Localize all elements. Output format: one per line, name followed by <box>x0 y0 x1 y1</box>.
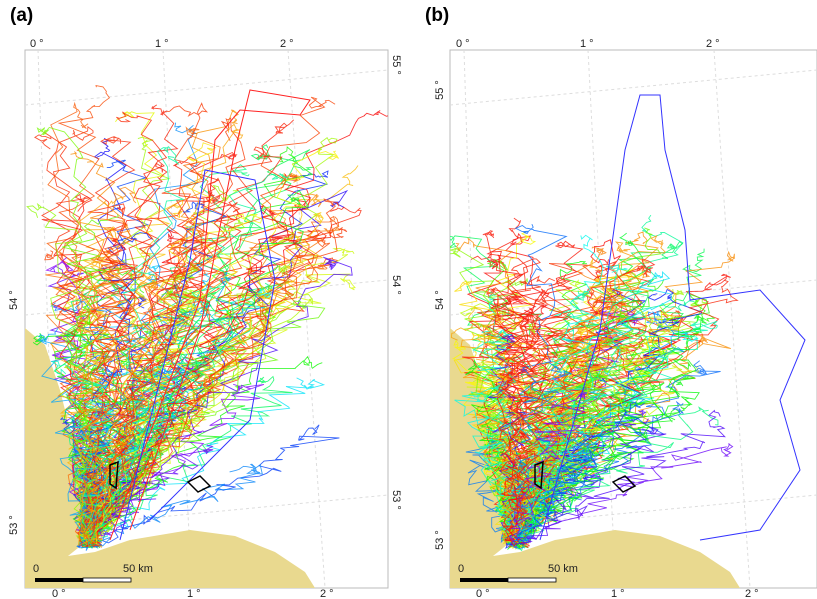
track <box>62 214 119 541</box>
scale-bar <box>82 577 132 583</box>
longitude-label: 0 ° <box>30 38 44 50</box>
track <box>90 247 355 543</box>
track <box>513 260 626 547</box>
track <box>450 235 522 543</box>
latitude-label: 54 ° <box>434 290 446 310</box>
track <box>82 137 338 543</box>
scale-bar <box>460 578 508 582</box>
latitude-label: 53 ° <box>390 490 402 510</box>
wind-farm <box>611 475 637 493</box>
scale-label: 50 km <box>548 563 578 575</box>
track <box>77 203 126 547</box>
track <box>80 186 137 545</box>
track <box>86 205 299 548</box>
scale-label: 0 <box>33 563 39 575</box>
track <box>512 330 699 549</box>
track <box>88 198 340 547</box>
track <box>93 96 336 544</box>
scale-label: 50 km <box>123 563 153 575</box>
longitude-label: 1 ° <box>580 38 594 50</box>
graticule <box>25 69 388 106</box>
track <box>496 258 541 540</box>
track <box>519 310 685 544</box>
longitude-label: 0 ° <box>52 588 66 599</box>
track <box>46 101 94 543</box>
longitude-label: 0 ° <box>456 38 470 50</box>
track <box>87 316 235 546</box>
track <box>88 189 310 548</box>
track <box>94 235 331 540</box>
latitude-label: 54 ° <box>8 290 20 310</box>
track <box>509 390 587 549</box>
longitude-label: 2 ° <box>706 38 720 50</box>
longitude-label: 2 ° <box>745 588 759 599</box>
track <box>514 401 646 546</box>
track <box>90 299 326 545</box>
track <box>82 212 324 548</box>
track <box>74 384 117 546</box>
track <box>482 230 525 547</box>
track <box>86 383 265 544</box>
track <box>509 409 726 545</box>
scale-bar <box>35 578 83 582</box>
scale-label: 0 <box>458 563 464 575</box>
track <box>109 89 311 541</box>
track <box>87 172 289 542</box>
latitude-label: 53 ° <box>434 530 446 550</box>
latitude-label: 53 ° <box>8 515 20 535</box>
latitude-label: 55 ° <box>434 80 446 100</box>
longitude-label: 2 ° <box>320 588 334 599</box>
track <box>119 169 276 541</box>
longitude-label: 1 ° <box>611 588 625 599</box>
track <box>505 240 584 542</box>
track <box>74 196 124 541</box>
graticule <box>450 69 817 106</box>
track <box>95 213 263 545</box>
track <box>82 355 323 547</box>
track <box>86 146 314 548</box>
map-panel: 0 50 km (b) 0 ° 1 ° 2 ° 0 ° 1 ° 2 ° 55 ° 54 ° 53 ° <box>425 5 817 599</box>
latitude-label: 54 ° <box>390 275 402 295</box>
wind-farm <box>186 475 212 493</box>
track <box>85 463 263 551</box>
track <box>507 432 599 550</box>
longitude-label: 2 ° <box>280 38 294 50</box>
track <box>520 443 734 546</box>
longitude-label: 1 ° <box>187 588 201 599</box>
longitude-label: 1 ° <box>155 38 169 50</box>
track <box>468 364 521 545</box>
map-content <box>25 50 388 588</box>
panel-label: (b) <box>425 5 449 26</box>
track <box>511 359 697 548</box>
track <box>515 264 642 544</box>
track <box>539 94 806 541</box>
track <box>83 237 222 545</box>
track <box>82 229 231 540</box>
latitude-label: 55 ° <box>390 55 402 75</box>
track <box>455 236 520 542</box>
track <box>519 250 736 547</box>
track <box>450 245 517 546</box>
panel-label: (a) <box>10 5 33 26</box>
track <box>509 295 613 547</box>
wind-farm <box>109 460 119 490</box>
track <box>514 234 666 547</box>
track <box>26 202 92 549</box>
scale-bar <box>507 577 557 583</box>
track <box>85 256 353 545</box>
wind-farm <box>534 460 544 490</box>
map-content <box>450 50 817 588</box>
track <box>90 375 293 546</box>
track <box>512 271 672 547</box>
track <box>88 146 185 541</box>
track <box>51 360 111 543</box>
longitude-label: 0 ° <box>476 588 490 599</box>
track <box>78 274 159 547</box>
map-panel: 0 50 km (a) 0 ° 1 ° 2 ° 0 ° 1 ° 2 ° 54 ° 53 ° 55 ° 5… <box>8 5 402 599</box>
